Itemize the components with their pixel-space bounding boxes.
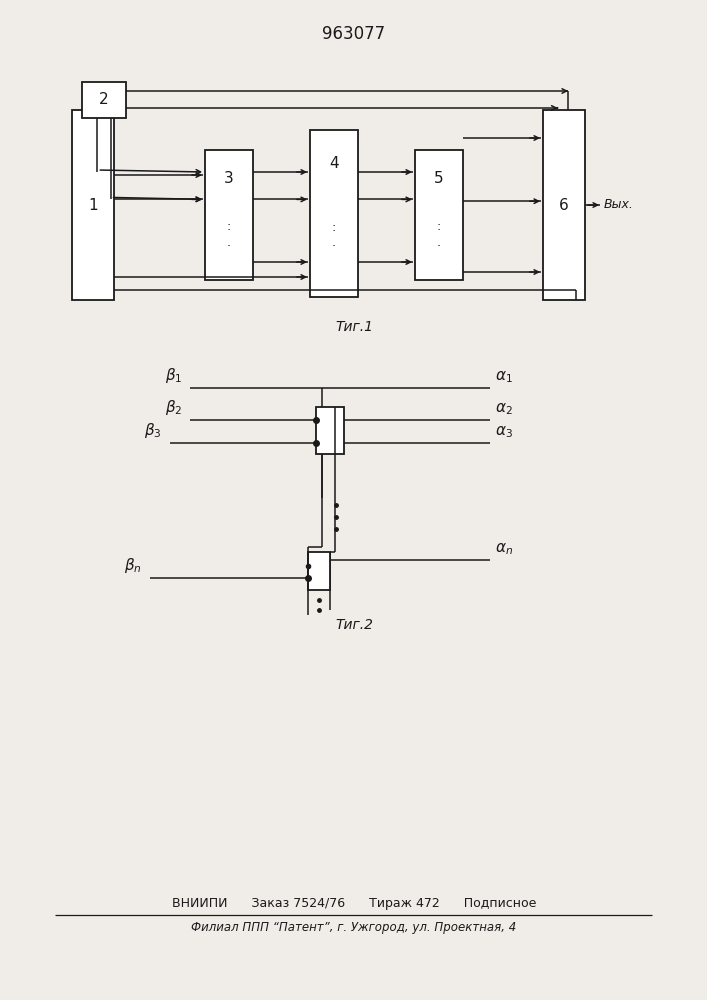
Text: $\alpha_1$: $\alpha_1$ [495, 369, 513, 385]
Text: 6: 6 [559, 198, 569, 213]
Text: $\alpha_2$: $\alpha_2$ [495, 401, 513, 417]
Text: 1: 1 [88, 198, 98, 213]
Text: :
.: : . [332, 221, 336, 249]
Bar [316, 407, 344, 454]
Text: 963077: 963077 [322, 25, 385, 43]
Bar [82, 82, 126, 118]
Text: Τиг.1: Τиг.1 [335, 320, 373, 334]
Text: ВНИИПИ      Заказ 7524/76      Тираж 472      Подписное: ВНИИПИ Заказ 7524/76 Тираж 472 Подписное [172, 898, 536, 910]
Text: $\beta_2$: $\beta_2$ [165, 398, 182, 417]
Text: 5: 5 [434, 171, 444, 186]
Bar [310, 130, 358, 297]
Text: $\beta_3$: $\beta_3$ [144, 421, 162, 440]
Bar [72, 110, 114, 300]
Text: :
.: : . [227, 221, 231, 248]
Text: Филиал ППП “Патент”, г. Ужгород, ул. Проектная, 4: Филиал ППП “Патент”, г. Ужгород, ул. Про… [192, 920, 517, 934]
Bar [415, 150, 463, 280]
Bar [308, 552, 330, 590]
Text: $\beta_n$: $\beta_n$ [124, 556, 142, 575]
Text: $\beta_1$: $\beta_1$ [165, 366, 182, 385]
Bar [205, 150, 253, 280]
Text: Вых.: Вых. [604, 198, 634, 212]
Text: $\alpha_3$: $\alpha_3$ [495, 424, 513, 440]
Text: $\alpha_n$: $\alpha_n$ [495, 541, 513, 557]
Text: 4: 4 [329, 156, 339, 171]
Text: 3: 3 [224, 171, 234, 186]
Text: Τиг.2: Τиг.2 [335, 618, 373, 632]
Text: :
.: : . [437, 221, 441, 248]
Bar [543, 110, 585, 300]
Text: 2: 2 [99, 93, 109, 107]
